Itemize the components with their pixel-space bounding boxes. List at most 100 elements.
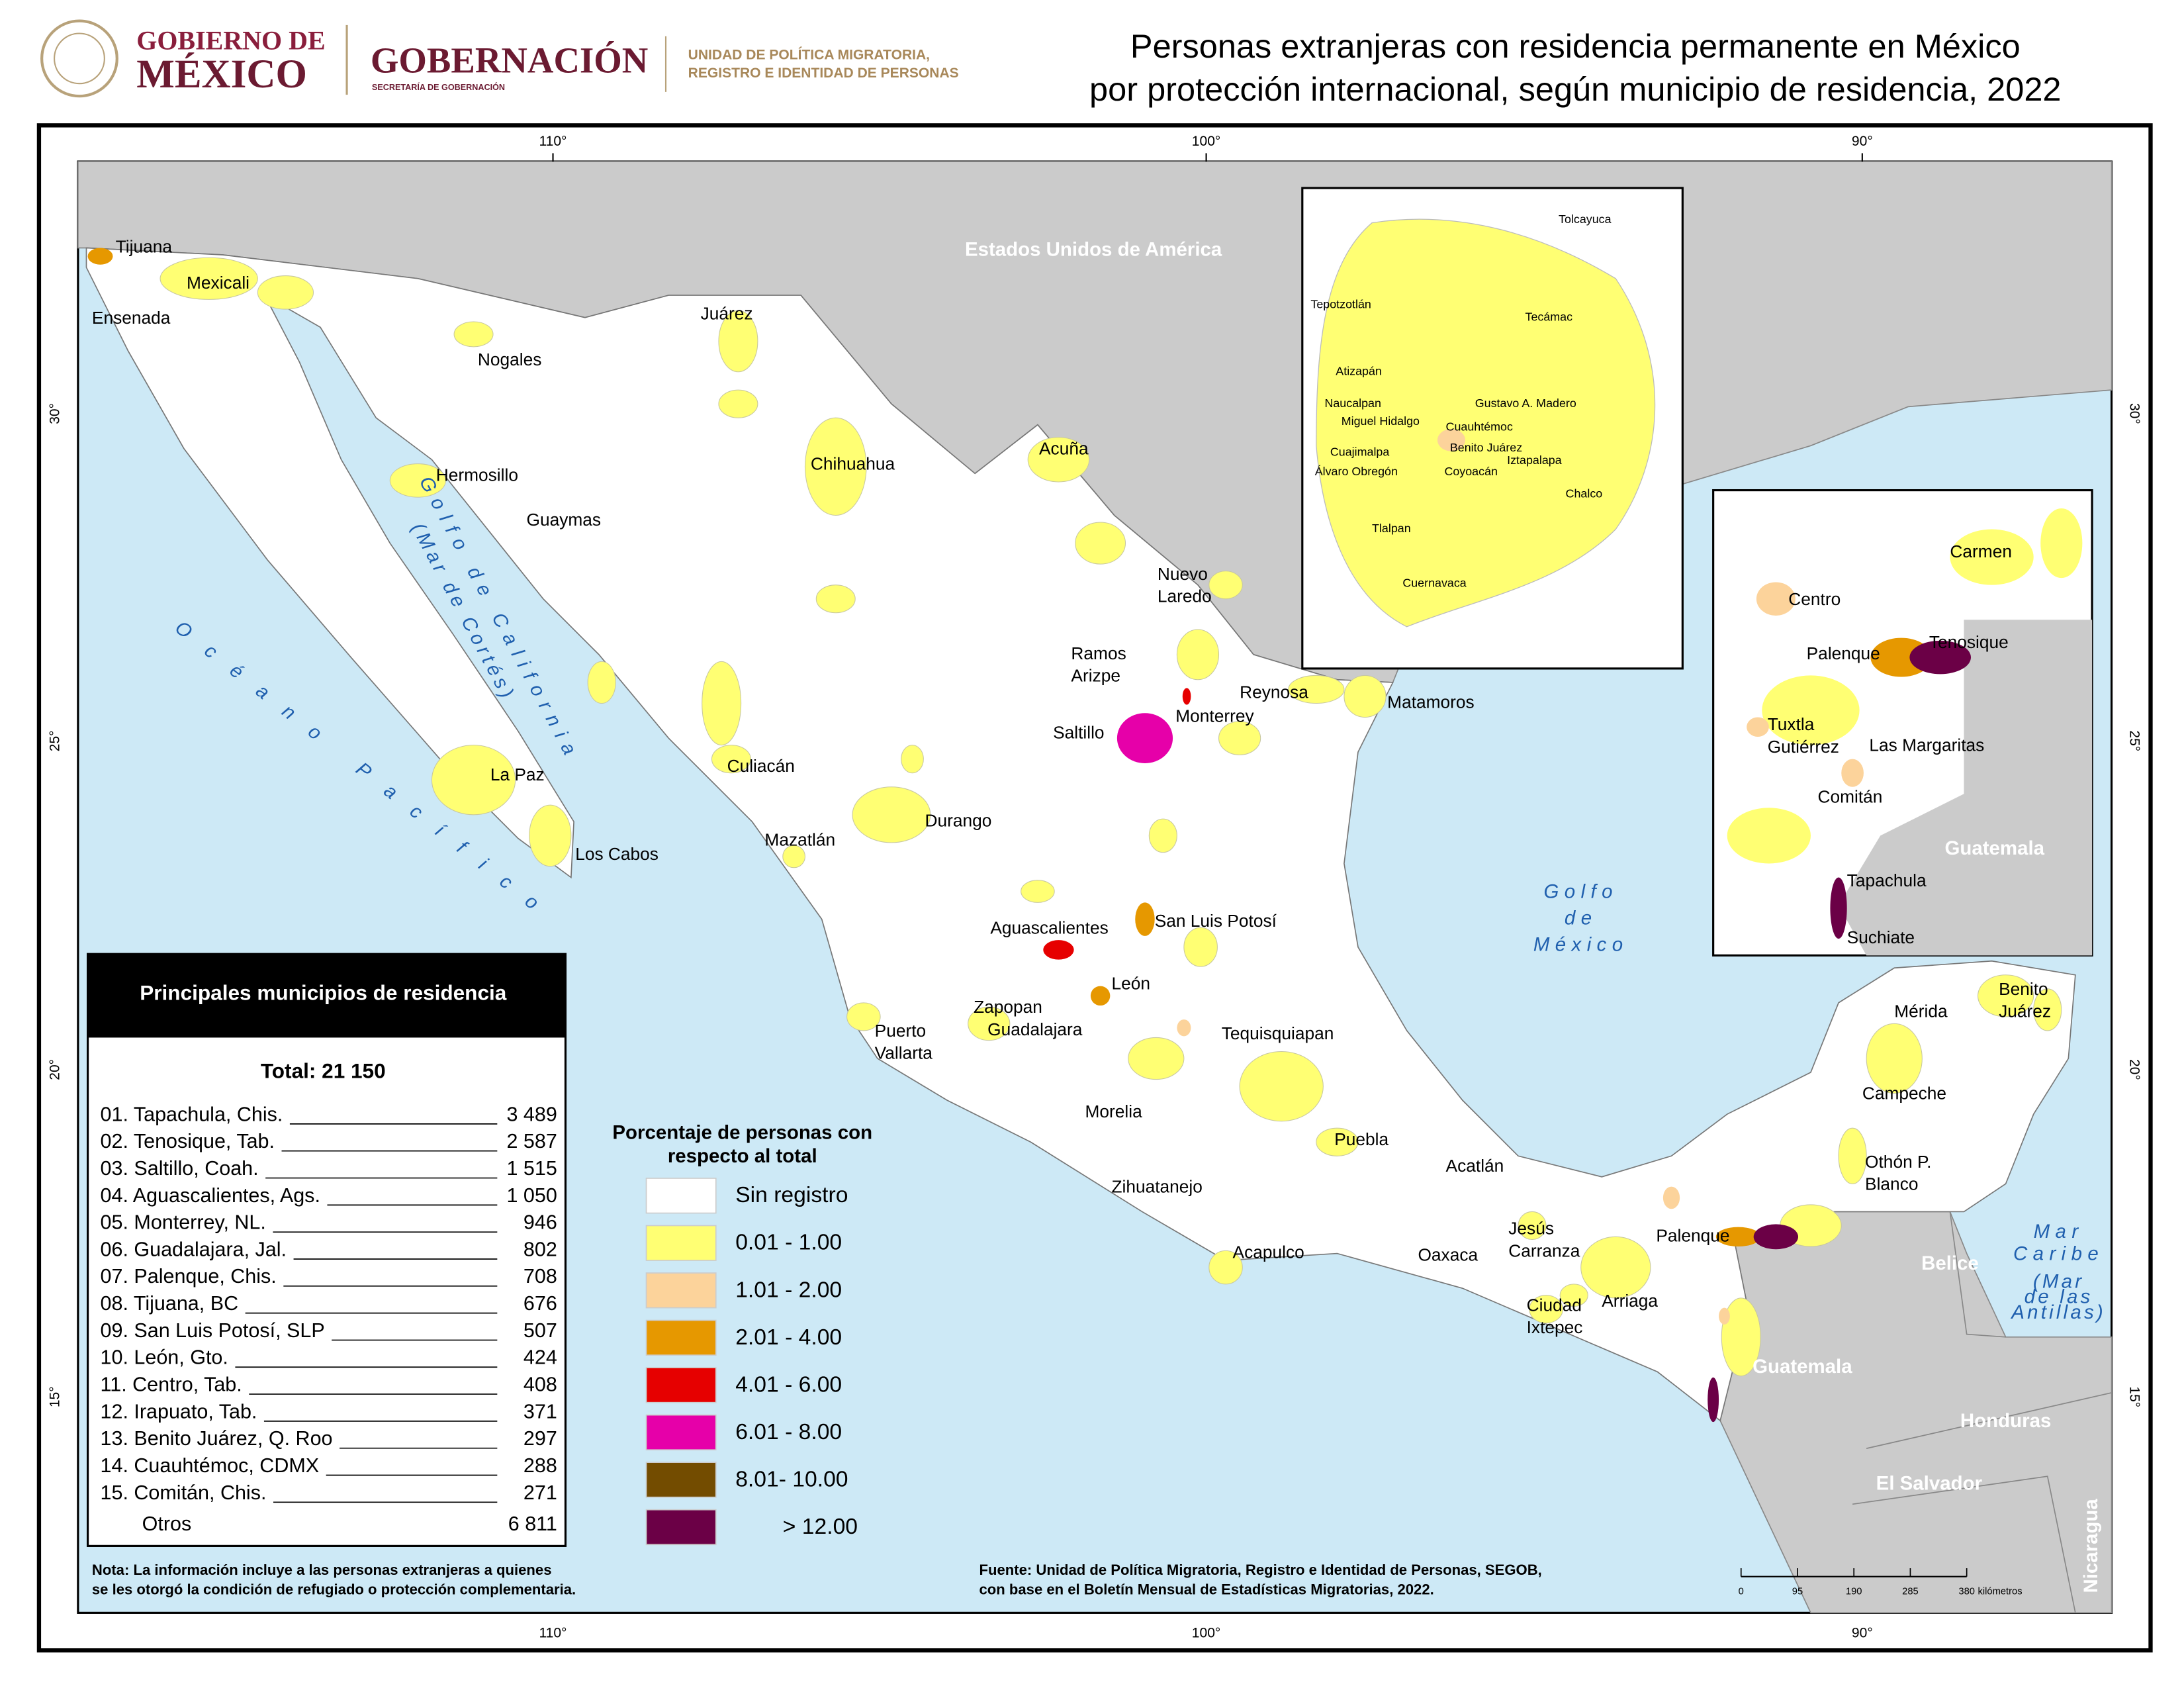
- patch-low: [1838, 1127, 1867, 1184]
- patch-high: [1135, 902, 1155, 936]
- patch-low: [782, 845, 805, 868]
- city-label: Juárez: [1999, 1002, 2051, 1021]
- inset-label: Tenosique: [1929, 632, 2009, 652]
- choropleth: [87, 248, 2062, 1423]
- patch-low: [718, 310, 758, 373]
- row-value: 271: [523, 1481, 557, 1504]
- water-label: Golfo: [1543, 880, 1617, 902]
- inset-label: Palenque: [1807, 643, 1880, 663]
- inset-label: Atizapán: [1336, 364, 1382, 377]
- patch-low: [453, 321, 494, 348]
- scale-label: 285: [1902, 1587, 1919, 1597]
- inset-label: Álvaro Obregón: [1315, 465, 1398, 478]
- inset-cdmx-region: [1316, 218, 1656, 628]
- inset-label: Gustavo A. Madero: [1475, 397, 1576, 410]
- city-label: La Paz: [490, 765, 545, 784]
- city-label: Benito: [1999, 979, 2048, 999]
- row-value: 6 811: [508, 1513, 557, 1535]
- water-label: México: [1533, 933, 1629, 955]
- header: GOBIERNO DE MÉXICO GOBERNACIÓN SECRETARÍ…: [40, 19, 2062, 108]
- patch-low: [431, 745, 516, 816]
- inset-patch: [1756, 582, 1796, 616]
- city-label: Arriaga: [1602, 1291, 1658, 1311]
- legend-swatch: [645, 1225, 717, 1261]
- patch-low: [389, 463, 446, 498]
- longitude-label: 110°: [539, 1626, 567, 1641]
- inset-patch: [1762, 675, 1860, 745]
- patch-low: [1721, 1297, 1761, 1377]
- patch-low: [804, 417, 867, 516]
- patch-low: [1183, 927, 1218, 967]
- city-label: Acapulco: [1233, 1243, 1304, 1262]
- inset-label: Iztapalapa: [1507, 453, 1562, 467]
- patch-high: [1753, 1224, 1799, 1250]
- legend-label: 2.01 - 4.00: [735, 1325, 842, 1350]
- row-name: 04. Aguascalientes, Ags.: [101, 1184, 320, 1207]
- inset-label: Gutiérrez: [1768, 737, 1839, 757]
- latitude-label: 25°: [2127, 730, 2142, 751]
- row-name: Otros: [142, 1513, 192, 1535]
- inset-label: Suchiate: [1847, 927, 1915, 947]
- patch-low: [1075, 522, 1126, 565]
- latitude-label: 25°: [48, 730, 63, 751]
- water-label: de: [1565, 907, 1598, 929]
- country-label: Estados Unidos de América: [965, 238, 1222, 260]
- water-label: Antillas): [2010, 1301, 2106, 1323]
- row-value: 946: [523, 1211, 557, 1234]
- row-name: 08. Tijuana, BC: [101, 1292, 239, 1315]
- city-label: Nogales: [478, 350, 541, 369]
- inset-guatemala: [1839, 620, 2093, 956]
- inset-patch: [1950, 529, 2034, 585]
- patch-low: [1128, 1037, 1185, 1080]
- note: Nota: La información incluye a las perso…: [92, 1562, 552, 1578]
- row-value: 288: [523, 1454, 557, 1477]
- title-line1: Personas extranjeras con residencia perm…: [1130, 27, 2021, 65]
- legend-label: 6.01 - 8.00: [735, 1420, 842, 1444]
- table-box: [87, 953, 567, 1547]
- scale-label: 0: [1739, 1587, 1744, 1597]
- patch-low: [1239, 1051, 1324, 1122]
- city-label: Ensenada: [92, 308, 171, 328]
- border-honduras: [1866, 1392, 2112, 1449]
- legend-label: 4.01 - 6.00: [735, 1372, 842, 1397]
- inset-label: Naucalpan: [1324, 397, 1381, 410]
- city-label: Culiacán: [727, 756, 795, 776]
- city-label: Oaxaca: [1418, 1245, 1478, 1265]
- logo-line1: GOBIERNO DE: [136, 25, 325, 55]
- city-label: Juárez: [701, 303, 753, 323]
- row-name: 02. Tenosique, Tab.: [101, 1130, 275, 1152]
- patch-high: [1715, 1227, 1761, 1247]
- inset-patch: [1909, 640, 1971, 675]
- row-value: 2 587: [506, 1130, 557, 1152]
- source: Fuente: Unidad de Política Migratoria, R…: [979, 1562, 1542, 1578]
- row-name: 14. Cuauhtémoc, CDMX: [101, 1454, 320, 1477]
- water-label: (Mar: [2033, 1271, 2084, 1293]
- city-label: Zihuatanejo: [1111, 1177, 1202, 1197]
- legend-label: 1.01 - 2.00: [735, 1278, 842, 1302]
- inset-label: Coyoacán: [1444, 465, 1498, 478]
- inset-patch: [1747, 717, 1769, 737]
- row-value: 507: [523, 1319, 557, 1342]
- row-name: 13. Benito Juárez, Q. Roo: [101, 1427, 333, 1450]
- patch-low: [1518, 1211, 1547, 1241]
- legend-label: Sin registro: [735, 1183, 848, 1207]
- row-value: 408: [523, 1374, 557, 1396]
- patch-low: [968, 1006, 1011, 1041]
- row-name: 12. Irapuato, Tab.: [101, 1400, 257, 1423]
- inset-patch: [1830, 877, 1847, 939]
- country-label: Guatemala: [1944, 837, 2044, 859]
- water-label: Caribe: [2013, 1243, 2104, 1264]
- city-label: Blanco: [1865, 1174, 1918, 1194]
- scale-bar: 0 95 190 285 380 kilómetros: [1739, 1568, 2023, 1597]
- table-header: [87, 954, 566, 1038]
- row-name: 06. Guadalajara, Jal.: [101, 1238, 287, 1260]
- city-label: Aguascalientes: [990, 917, 1108, 937]
- city-label: Hermosillo: [436, 465, 518, 485]
- latitude-label: 20°: [2127, 1059, 2142, 1080]
- inset-label: Tapachula: [1847, 870, 1927, 890]
- patch-low: [1316, 1127, 1359, 1156]
- inset-label: Benito Juárez: [1450, 441, 1522, 454]
- patch-high: [1707, 1377, 1719, 1423]
- row-value: 424: [523, 1346, 557, 1369]
